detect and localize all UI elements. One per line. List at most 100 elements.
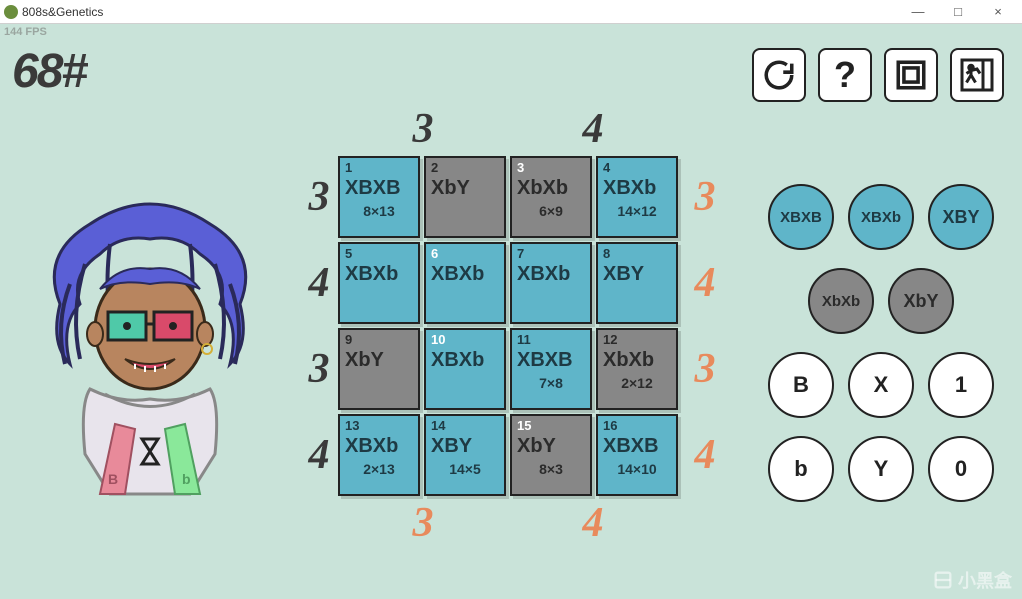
game-area: 144 FPS 68# ? (0, 24, 1022, 599)
cell-genotype: XBXB (345, 178, 413, 199)
punnett-cell[interactable]: 12 XbXb 2×12 (596, 328, 678, 410)
palette-button-b[interactable]: b (768, 436, 834, 502)
help-button[interactable]: ? (818, 48, 872, 102)
cell-index: 6 (431, 247, 499, 260)
cell-product: 8×13 (345, 203, 413, 219)
character-avatar: B b (30, 194, 270, 504)
punnett-cell[interactable]: 13 XBXb 2×13 (338, 414, 420, 496)
exit-icon (959, 57, 995, 93)
palette: XBXBXBXbXBY XbXbXbY BX1 bY0 (762, 184, 1000, 502)
punnett-cell[interactable]: 14XBY14×5 (424, 414, 506, 496)
cell-index: 4 (603, 161, 671, 174)
cell-product: 14×10 (603, 461, 671, 477)
punnett-cell[interactable]: 10 XBXb (424, 328, 506, 410)
row-label-right: 3 (686, 345, 724, 393)
punnett-cell[interactable]: 16 XBXB 14×10 (596, 414, 678, 496)
cell-product: 8×3 (517, 461, 585, 477)
cell-genotype: XBXb (345, 436, 413, 457)
cell-genotype: XBXb (345, 264, 413, 285)
cell-index: 16 (603, 419, 671, 432)
palette-button-xbxb[interactable]: XbXb (808, 268, 874, 334)
cell-genotype: XBXb (517, 264, 585, 285)
palette-row-2: XbXbXbY (762, 268, 1000, 334)
cell-index: 14 (431, 419, 499, 432)
punnett-board: 3 4 31XBXB8×132XbY3XbXb6×94XBXb14×12345X… (300, 104, 740, 548)
palette-button-y[interactable]: Y (848, 436, 914, 502)
col-header-top-2: 4 (508, 105, 678, 153)
palette-button-1[interactable]: 1 (928, 352, 994, 418)
window-minimize-button[interactable]: — (898, 1, 938, 23)
palette-row-4: bY0 (762, 436, 1000, 502)
board-row: 39XbY10XBXb11XBXB7×812XbXb2×123 (300, 326, 740, 412)
cell-genotype: XbXb (517, 178, 585, 199)
cell-index: 2 (431, 161, 499, 174)
window-close-button[interactable]: × (978, 1, 1018, 23)
punnett-cell[interactable]: 3XbXb6×9 (510, 156, 592, 238)
palette-button-xby[interactable]: XbY (888, 268, 954, 334)
palette-button-xby[interactable]: XBY (928, 184, 994, 250)
window-titlebar: 808s&Genetics — □ × (0, 0, 1022, 24)
punnett-cell[interactable]: 4 XBXb 14×12 (596, 156, 678, 238)
app-icon (4, 5, 18, 19)
toolbar: ? (752, 48, 1004, 102)
cell-index: 13 (345, 419, 413, 432)
cell-genotype: XbY (345, 350, 413, 371)
board-row: 31XBXB8×132XbY3XbXb6×94XBXb14×123 (300, 154, 740, 240)
palette-button-0[interactable]: 0 (928, 436, 994, 502)
board-row: 413XBXb2×1314XBY14×515XbY8×316XBXB14×104 (300, 412, 740, 498)
punnett-cell[interactable]: 1 XBXB 8×13 (338, 156, 420, 238)
col-footer-2: 4 (508, 499, 678, 547)
column-headers-bottom: 3 4 (300, 498, 740, 548)
cell-index: 12 (603, 333, 671, 346)
row-label-left: 4 (300, 431, 338, 479)
board-row: 45XBXb6XBXb7XBXb8XBY4 (300, 240, 740, 326)
cell-index: 5 (345, 247, 413, 260)
cell-genotype: XBXb (603, 178, 671, 199)
palette-button-x[interactable]: X (848, 352, 914, 418)
row-label-left: 4 (300, 259, 338, 307)
cell-index: 7 (517, 247, 585, 260)
cell-product: 7×8 (517, 375, 585, 391)
layout-button[interactable] (884, 48, 938, 102)
window-maximize-button[interactable]: □ (938, 1, 978, 23)
cell-genotype: XBXB (517, 350, 585, 371)
palette-button-xbxb[interactable]: XBXb (848, 184, 914, 250)
cell-genotype: XbY (517, 436, 585, 457)
palette-row-1: XBXBXBXbXBY (762, 184, 1000, 250)
reload-button[interactable] (752, 48, 806, 102)
cell-index: 9 (345, 333, 413, 346)
cell-index: 15 (517, 419, 585, 432)
watermark: 小黑盒 (932, 567, 1012, 593)
cell-genotype: XBXb (431, 350, 499, 371)
punnett-cell[interactable]: 2XbY (424, 156, 506, 238)
palette-button-b[interactable]: B (768, 352, 834, 418)
cell-index: 8 (603, 247, 671, 260)
help-icon: ? (834, 54, 856, 96)
cell-genotype: XbXb (603, 350, 671, 371)
fps-counter: 144 FPS (4, 26, 47, 38)
punnett-cell[interactable]: 15 XbY 8×3 (510, 414, 592, 496)
punnett-cell[interactable]: 5 XBXb (338, 242, 420, 324)
punnett-cell[interactable]: 8XBY (596, 242, 678, 324)
punnett-cell[interactable]: 11XBXB7×8 (510, 328, 592, 410)
col-header-top-1: 3 (338, 105, 508, 153)
exit-button[interactable] (950, 48, 1004, 102)
punnett-cell[interactable]: 6 XBXb (424, 242, 506, 324)
svg-text:b: b (182, 471, 191, 487)
cell-index: 1 (345, 161, 413, 174)
cell-product: 14×12 (603, 203, 671, 219)
column-headers-top: 3 4 (300, 104, 740, 154)
row-label-right: 4 (686, 259, 724, 307)
window-title: 808s&Genetics (22, 5, 103, 19)
punnett-cell[interactable]: 9 XbY (338, 328, 420, 410)
punnett-cell[interactable]: 7 XBXb (510, 242, 592, 324)
palette-button-xbxb[interactable]: XBXB (768, 184, 834, 250)
cell-genotype: XBXb (431, 264, 499, 285)
row-label-left: 3 (300, 345, 338, 393)
cell-product: 2×13 (345, 461, 413, 477)
cell-genotype: XBXB (603, 436, 671, 457)
cell-product: 2×12 (603, 375, 671, 391)
cell-index: 10 (431, 333, 499, 346)
row-label-left: 3 (300, 173, 338, 221)
reload-icon (762, 58, 796, 92)
